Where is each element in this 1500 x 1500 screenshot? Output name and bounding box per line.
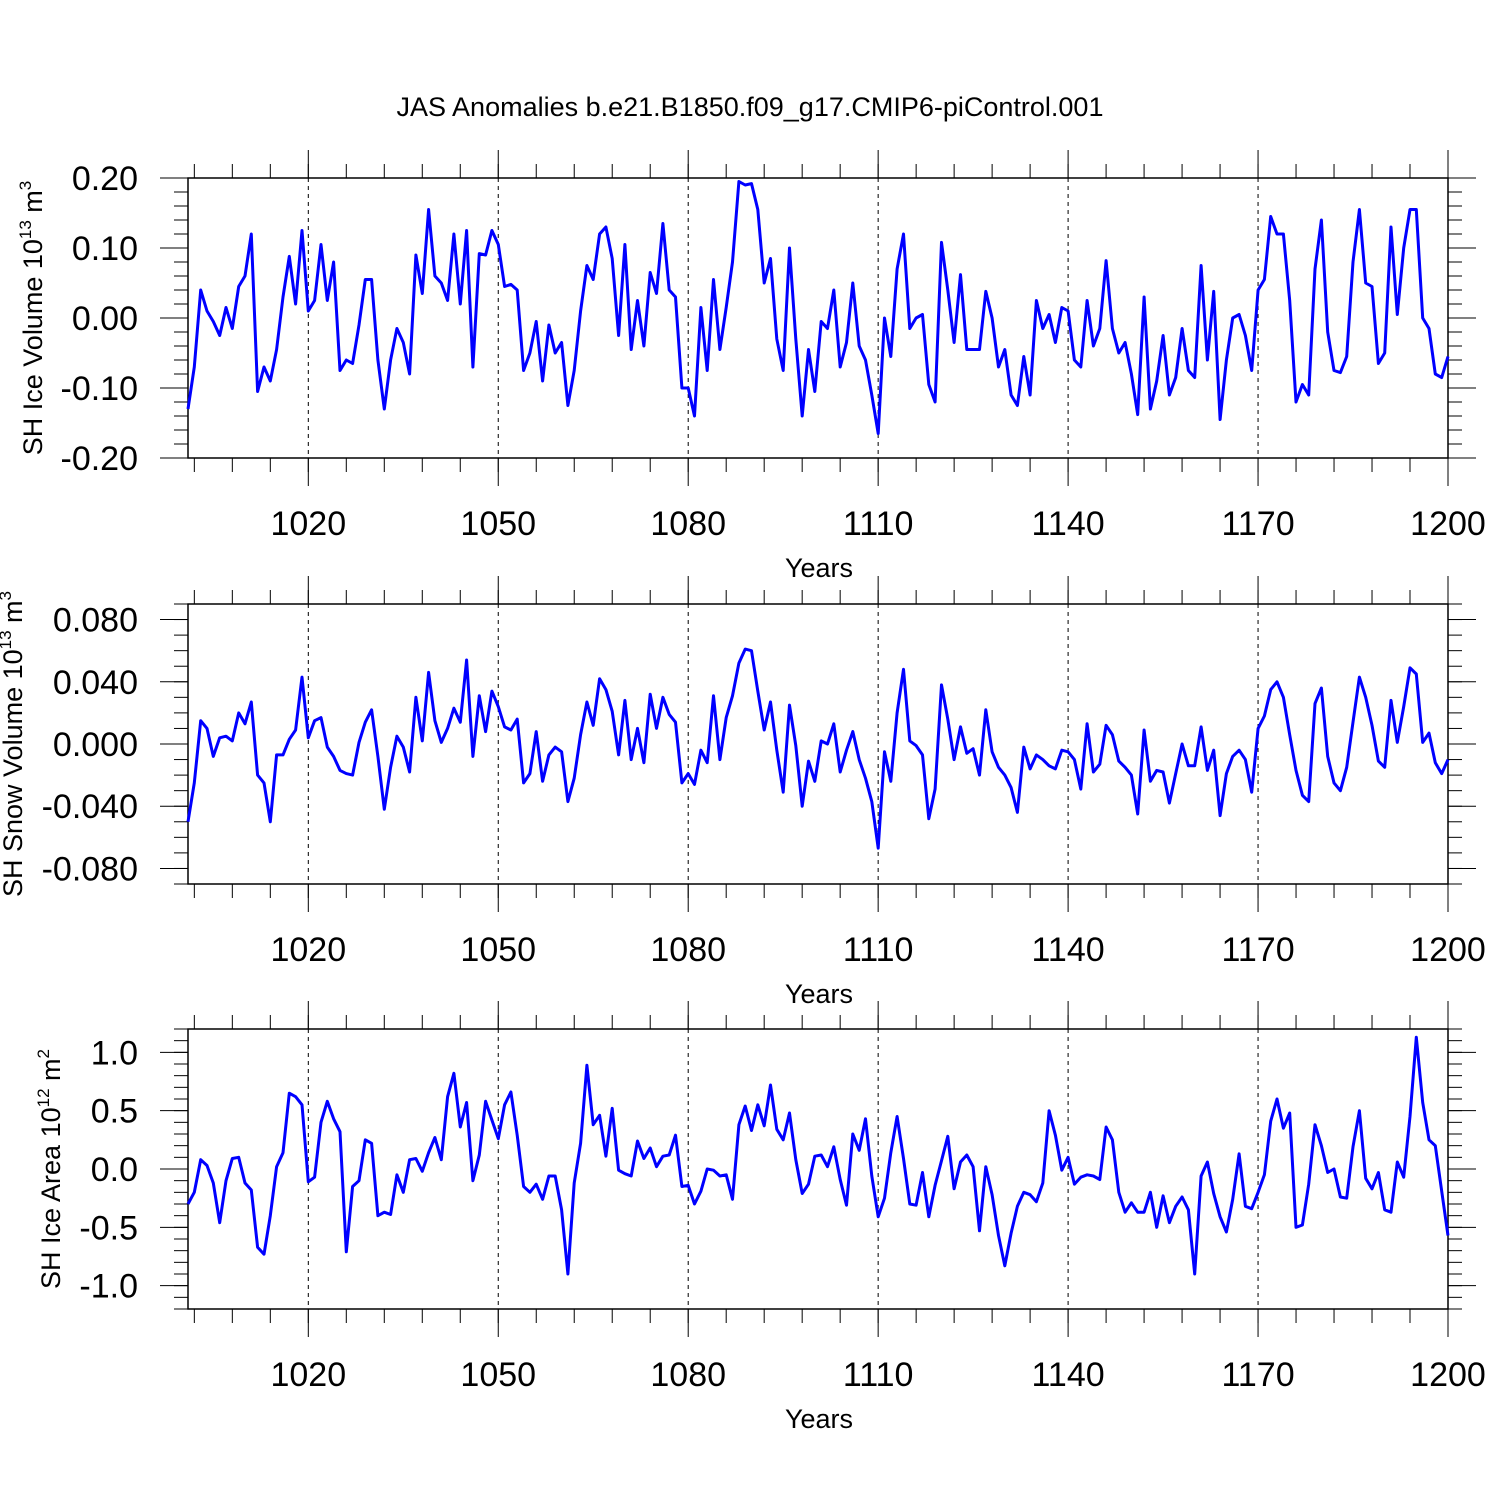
x-axis-label: Years: [785, 553, 853, 583]
x-tick-label: 1020: [270, 1356, 346, 1394]
x-tick-label: 1080: [650, 931, 726, 969]
plot-frame: [187, 177, 1449, 459]
x-tick-label: 1140: [1032, 1356, 1105, 1394]
y-tick-label: 0.000: [53, 726, 138, 764]
x-tick-label: 1140: [1032, 931, 1105, 969]
x-tick-label: 1110: [843, 505, 914, 543]
y-axis-label-part: 3: [0, 591, 15, 600]
y-tick-label: 0.0: [91, 1151, 138, 1189]
y-tick-label: -0.080: [42, 850, 138, 888]
y-axis-label: SH Ice Volume 1013 m3: [16, 181, 48, 456]
y-axis-label-part: 13: [16, 220, 35, 239]
ice-volume-panel: -0.20 -0.10 0.00 0.10 0.20 1020 1050 1080 1110 11…: [16, 150, 1486, 583]
y-tick-label: -0.5: [79, 1209, 138, 1247]
series-line: [186, 180, 1450, 435]
y-axis-label-part: 13: [0, 630, 15, 649]
x-tick-label: 1200: [1410, 931, 1486, 969]
y-tick-label: 0.040: [53, 664, 138, 702]
x-tick-label: 1080: [650, 1356, 726, 1394]
x-tick-label: 1170: [1221, 505, 1294, 543]
y-tick-label: 0.5: [91, 1093, 138, 1131]
y-tick-label: 1.0: [91, 1034, 138, 1072]
y-axis-label-part: 2: [34, 1049, 53, 1058]
x-tick-label: 1140: [1032, 505, 1105, 543]
x-tick-label: 1050: [460, 1356, 536, 1394]
y-tick-label: 0.20: [72, 160, 138, 198]
y-tick-label: -0.20: [61, 440, 139, 478]
y-axis-label-part: m: [0, 600, 28, 630]
y-axis-label: SH Snow Volume 1013 m3: [0, 591, 28, 897]
chart-title: JAS Anomalies b.e21.B1850.f09_g17.CMIP6-…: [397, 92, 1104, 122]
x-tick-label: 1050: [460, 505, 536, 543]
y-axis-label-part: SH Ice Area 10: [36, 1107, 66, 1289]
x-tick-label: 1110: [843, 931, 914, 969]
x-tick-label: 1200: [1410, 1356, 1486, 1394]
x-tick-label: 1170: [1221, 931, 1294, 969]
y-axis-label-part: m: [36, 1058, 66, 1088]
x-tick-label: 1050: [460, 931, 536, 969]
x-tick-label: 1200: [1410, 505, 1486, 543]
y-axis-label-part: SH Snow Volume 10: [0, 649, 28, 897]
series-line: [186, 647, 1450, 850]
y-tick-label: 0.00: [72, 300, 138, 338]
y-tick-label: -1.0: [79, 1268, 138, 1306]
y-tick-label: -0.040: [42, 788, 138, 826]
x-tick-label: 1170: [1221, 1356, 1294, 1394]
y-axis-label-part: m: [18, 190, 48, 220]
plot-frame: [187, 1028, 1449, 1310]
y-axis-label-part: 12: [34, 1088, 53, 1107]
x-tick-label: 1020: [270, 931, 346, 969]
x-tick-label: 1080: [650, 505, 726, 543]
x-tick-label: 1110: [843, 1356, 914, 1394]
y-axis-label: SH Ice Area 1012 m2: [34, 1049, 66, 1289]
series-line: [186, 1035, 1450, 1276]
y-axis-label-part: 3: [16, 181, 35, 190]
x-axis-label: Years: [785, 979, 853, 1009]
y-tick-label: 0.10: [72, 230, 138, 268]
snow-volume-panel: -0.080 -0.040 0.000 0.040 0.080 1020 1050 1080 1…: [0, 576, 1486, 1009]
y-tick-label: 0.080: [53, 602, 138, 640]
ice-area-panel: -1.0 -0.5 0.0 0.5 1.0 1020 1050 1080 1110 1140 117…: [34, 1001, 1486, 1434]
y-tick-label: -0.10: [61, 370, 139, 408]
x-axis-label: Years: [785, 1404, 853, 1434]
y-axis-label-part: SH Ice Volume 10: [18, 239, 48, 455]
x-tick-label: 1020: [270, 505, 346, 543]
